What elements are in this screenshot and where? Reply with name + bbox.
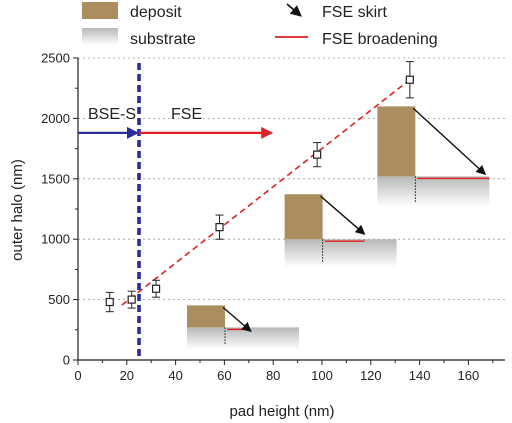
x-tick-label: 80 bbox=[266, 368, 280, 383]
legend-label-fse-broadening: FSE broadening bbox=[322, 31, 438, 48]
data-points bbox=[105, 61, 414, 313]
x-axis-title: pad height (nm) bbox=[229, 403, 334, 420]
y-tick-label: 500 bbox=[48, 292, 70, 307]
x-tick-label: 140 bbox=[409, 368, 431, 383]
x-tick-label: 40 bbox=[168, 368, 182, 383]
inset-deposit bbox=[187, 305, 226, 328]
gridlines bbox=[78, 57, 505, 301]
regions: BSE-S FSE bbox=[78, 63, 274, 360]
inset-fse-skirt-arrow-icon bbox=[320, 195, 366, 235]
data-point bbox=[105, 297, 114, 307]
y-axis-title: outer halo (nm) bbox=[9, 159, 26, 261]
legend-swatch-substrate bbox=[82, 28, 118, 45]
y-tick-label: 2000 bbox=[41, 111, 70, 126]
fit-line bbox=[121, 79, 411, 306]
inset-deposit bbox=[284, 194, 323, 240]
data-point bbox=[313, 150, 322, 159]
x-tick-label: 160 bbox=[458, 368, 480, 383]
fit-line-group bbox=[121, 79, 411, 306]
y-tick-label: 1000 bbox=[41, 232, 70, 247]
legend-swatch-deposit bbox=[82, 2, 118, 19]
region-arrowhead-icon bbox=[261, 126, 274, 139]
x-tick-label: 120 bbox=[360, 368, 382, 383]
y-tick-label: 2500 bbox=[41, 51, 70, 66]
region-arrowhead-icon bbox=[127, 126, 139, 139]
inset-fse-skirt-arrow-icon bbox=[412, 107, 487, 176]
data-point bbox=[151, 284, 161, 293]
legend: deposit substrate FSE skirt FSE broadeni… bbox=[82, 2, 438, 48]
legend-arrow-icon bbox=[286, 3, 302, 17]
data-point bbox=[127, 295, 136, 304]
inset-schematic bbox=[377, 106, 490, 207]
x-tick-label: 60 bbox=[217, 368, 231, 383]
legend-label-substrate: substrate bbox=[130, 31, 196, 48]
x-tick-label: 100 bbox=[311, 368, 333, 383]
y-tick-label: 1500 bbox=[41, 171, 70, 186]
x-tick-label: 20 bbox=[120, 368, 134, 383]
y-tick-label: 0 bbox=[63, 353, 70, 368]
inset-fse-skirt-arrow-icon bbox=[222, 306, 252, 333]
x-tick-label: 0 bbox=[74, 368, 81, 383]
inset-deposit bbox=[377, 106, 416, 177]
region-label: FSE bbox=[171, 106, 202, 123]
legend-label-deposit: deposit bbox=[130, 4, 182, 21]
axes: 0 20 40 60 80 100 120 140 160 0 500 1000 1500 2000 250… bbox=[41, 51, 505, 383]
inset-schematic bbox=[187, 305, 300, 350]
legend-label-fse-skirt: FSE skirt bbox=[322, 4, 387, 21]
inset-substrate bbox=[377, 176, 490, 207]
inset-substrate bbox=[284, 239, 397, 268]
inset-schematic bbox=[284, 194, 397, 268]
data-point bbox=[405, 75, 414, 84]
insets bbox=[187, 106, 490, 350]
inset-substrate bbox=[187, 327, 300, 350]
region-label: BSE-S bbox=[88, 106, 136, 123]
data-point bbox=[215, 223, 224, 232]
